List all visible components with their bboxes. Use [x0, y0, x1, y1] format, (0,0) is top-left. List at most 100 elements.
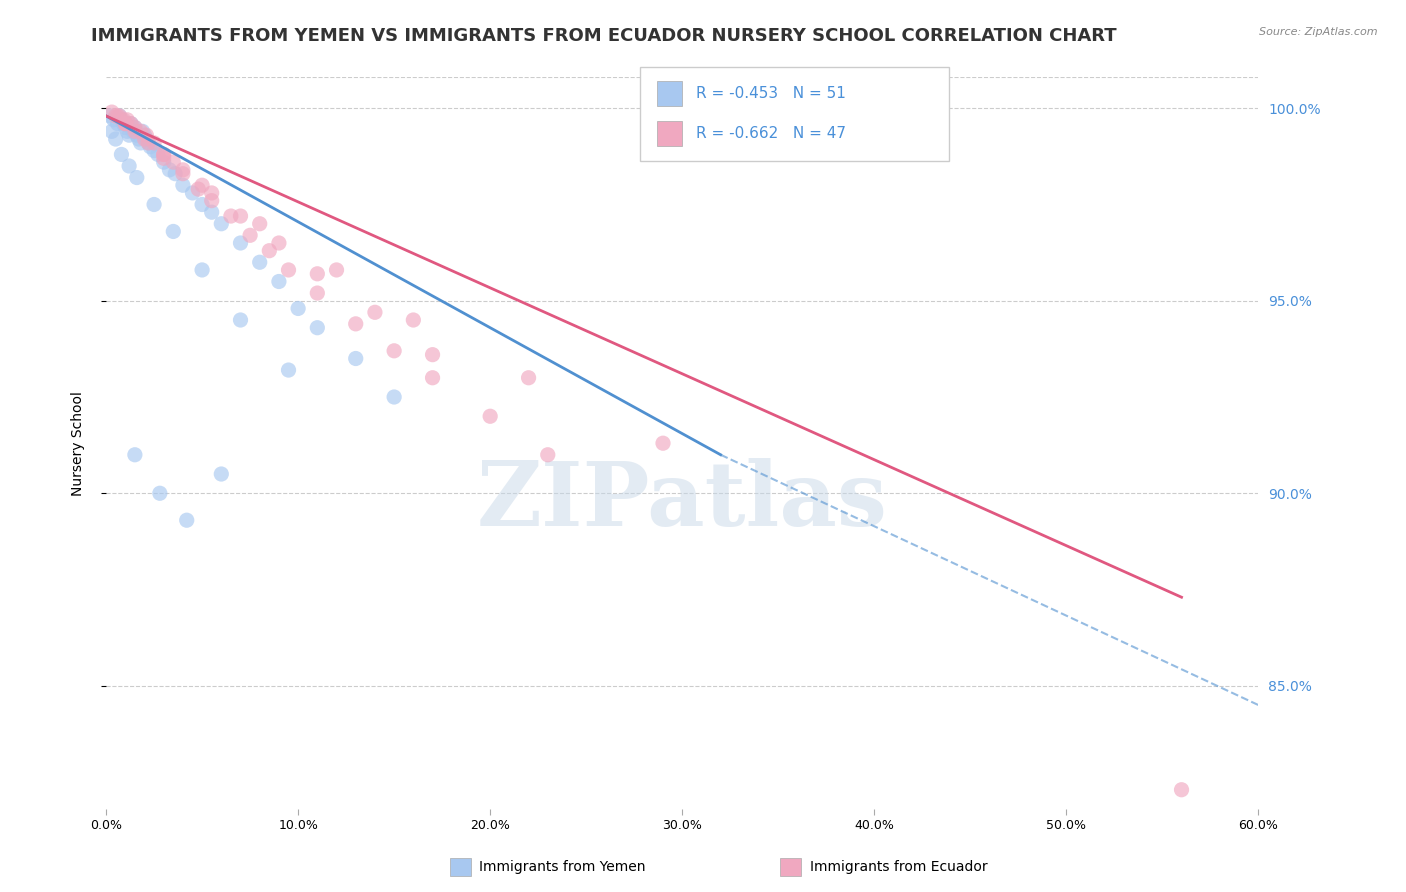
Point [131, 124, 153, 138]
Point [143, 144, 166, 158]
Point [128, 132, 150, 146]
Text: Immigrants from Ecuador: Immigrants from Ecuador [810, 860, 987, 874]
Point [201, 186, 224, 200]
Point [187, 182, 209, 196]
Point [124, 448, 146, 462]
Point [382, 343, 405, 358]
Point [162, 155, 184, 169]
Point [267, 235, 290, 250]
Point [364, 305, 387, 319]
Text: Source: ZipAtlas.com: Source: ZipAtlas.com [1260, 27, 1378, 37]
Point [98, 109, 121, 123]
Point [267, 275, 290, 289]
Text: R = -0.453   N = 51: R = -0.453 N = 51 [696, 87, 846, 101]
Point [104, 132, 127, 146]
Point [146, 147, 169, 161]
Point [152, 151, 174, 165]
Point [652, 436, 675, 450]
Point [118, 159, 141, 173]
Point [149, 486, 172, 500]
Point [307, 320, 329, 334]
Point [209, 467, 232, 481]
Point [124, 120, 146, 135]
Point [125, 170, 148, 185]
Point [120, 117, 142, 131]
Point [422, 370, 444, 384]
Point [122, 124, 145, 138]
Point [181, 186, 204, 200]
Point [112, 112, 135, 127]
Point [108, 109, 131, 123]
Point [229, 313, 252, 327]
Point [103, 112, 125, 127]
Point [172, 162, 194, 177]
Text: ZIPatlas: ZIPatlas [477, 458, 887, 545]
Point [191, 263, 214, 277]
Point [114, 120, 136, 135]
Point [104, 109, 127, 123]
Point [259, 244, 281, 258]
Point [152, 155, 174, 169]
Point [143, 197, 166, 211]
Point [134, 132, 156, 146]
Point [229, 209, 252, 223]
Point [134, 128, 156, 143]
Text: IMMIGRANTS FROM YEMEN VS IMMIGRANTS FROM ECUADOR NURSERY SCHOOL CORRELATION CHAR: IMMIGRANTS FROM YEMEN VS IMMIGRANTS FROM… [91, 27, 1116, 45]
Point [176, 513, 198, 527]
Point [172, 167, 194, 181]
Point [479, 409, 502, 424]
Point [115, 124, 138, 138]
Point [249, 255, 271, 269]
Point [136, 136, 159, 150]
Point [537, 448, 560, 462]
Point [277, 363, 299, 377]
Point [201, 205, 224, 219]
Point [125, 128, 148, 143]
Point [249, 217, 271, 231]
Point [422, 348, 444, 362]
Point [101, 124, 124, 138]
Point [152, 147, 174, 161]
Point [124, 120, 146, 135]
Point [162, 224, 184, 238]
Point [114, 117, 136, 131]
Point [107, 109, 129, 123]
Point [219, 209, 242, 223]
Point [191, 197, 214, 211]
Point [209, 217, 232, 231]
Point [139, 140, 162, 154]
Point [277, 263, 299, 277]
Point [287, 301, 309, 316]
Point [115, 112, 138, 127]
Point [382, 390, 405, 404]
Point [191, 178, 214, 193]
Point [107, 117, 129, 131]
Point [344, 351, 367, 366]
Point [136, 136, 159, 150]
Point [325, 263, 347, 277]
Text: Immigrants from Yemen: Immigrants from Yemen [479, 860, 645, 874]
Point [114, 117, 136, 131]
Point [402, 313, 425, 327]
Point [135, 132, 157, 146]
Point [110, 112, 132, 127]
Point [110, 147, 132, 161]
Text: R = -0.662   N = 47: R = -0.662 N = 47 [696, 127, 846, 141]
Point [101, 105, 124, 120]
Point [229, 235, 252, 250]
Point [201, 194, 224, 208]
Point [344, 317, 367, 331]
Point [143, 136, 166, 150]
Point [152, 147, 174, 161]
Point [129, 124, 152, 138]
Point [1170, 782, 1192, 797]
Point [129, 136, 152, 150]
Point [172, 178, 194, 193]
Point [112, 117, 135, 131]
Point [120, 117, 142, 131]
Point [239, 228, 262, 243]
Point [307, 286, 329, 301]
Point [124, 124, 146, 138]
Point [517, 370, 540, 384]
Point [159, 162, 181, 177]
